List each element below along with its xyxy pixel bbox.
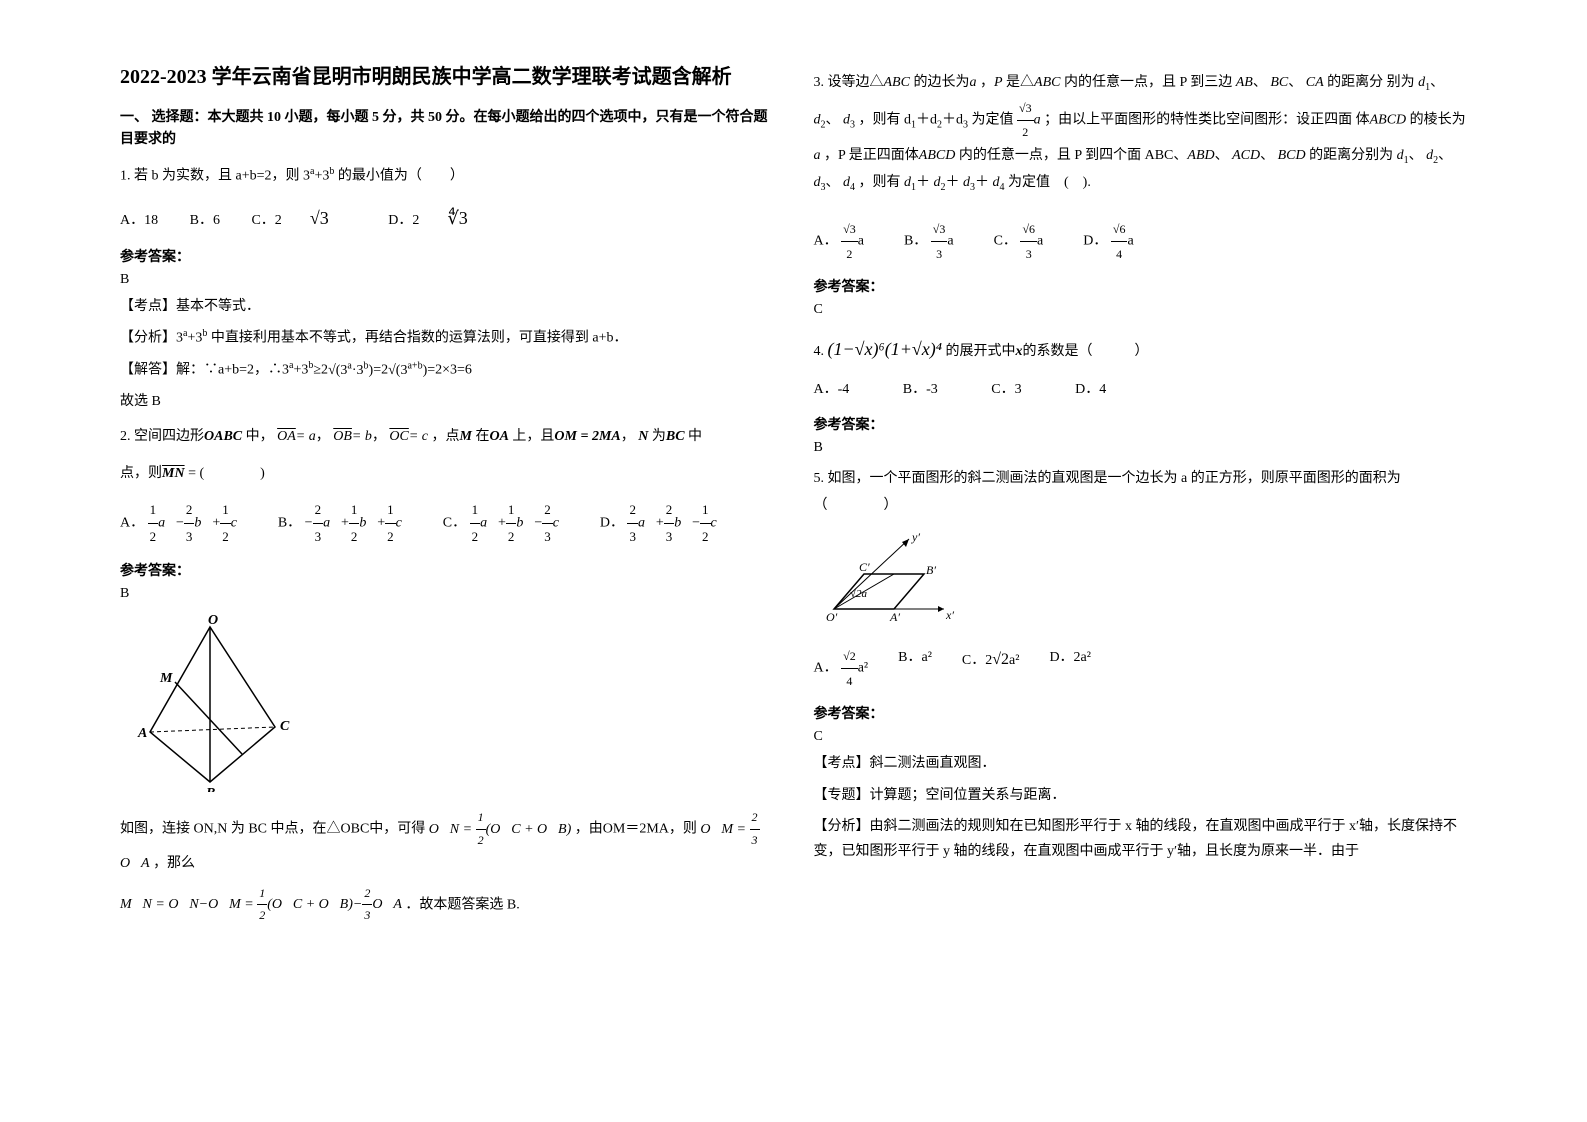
q5-options: A． √24a² B．a² C．2√2a² D．2a²: [814, 644, 1468, 693]
svg-text:√2a: √2a: [850, 588, 868, 600]
q2-proof-2: M⃗N = O⃗N−O⃗M = 12(O⃗C + O⃗B)−23O⃗A ．故本题…: [120, 883, 774, 927]
left-column: 2022-2023 学年云南省昆明市明朗民族中学高二数学理联考试题含解析 一、 …: [100, 60, 794, 1062]
q5-optC: C．2√2a²: [962, 644, 1020, 693]
q3-optC: C． √63a: [994, 217, 1044, 266]
q2-figure: O A B C M: [120, 612, 774, 797]
q2-optC: C． 12a⃗+12b⃗−23c⃗: [443, 497, 570, 550]
q5-figure: C′ B′ O′ A′ y′ x′ √2a: [814, 529, 1468, 634]
tetrahedron-svg: O A B C M: [120, 612, 300, 792]
q1-conclusion: 故选 B: [120, 389, 774, 414]
q5-answer: C: [814, 729, 1468, 745]
q2-answer-label: 参考答案：: [120, 560, 774, 580]
q5-optA: A． √24a²: [814, 644, 869, 693]
q1-answer: B: [120, 272, 774, 288]
svg-text:C′: C′: [859, 560, 870, 574]
svg-text:C: C: [280, 719, 290, 734]
q4-answer-label: 参考答案：: [814, 414, 1468, 434]
q5-analysis: 【分析】由斜二测画法的规则知在已知图形平行于 x 轴的线段，在直观图中画成平行于…: [814, 814, 1468, 864]
q2-proof: 如图，连接 ON,N 为 BC 中点，在△OBC中，可得 O⃗N = 12(O⃗…: [120, 807, 774, 876]
svg-text:O: O: [208, 613, 218, 628]
q1-point: 【考点】基本不等式．: [120, 294, 774, 319]
q1-optA: A．18: [120, 213, 158, 228]
q2-optB: B． −23a⃗+12b⃗+12c⃗: [278, 497, 413, 550]
svg-text:B′: B′: [926, 563, 936, 577]
question-1: 1. 若 b 为实数，且 a+b=2，则 3a+3b 的最小值为（ ）: [120, 162, 774, 190]
q2-options: A． 12a⃗−23b⃗+12c⃗ B． −23a⃗+12b⃗+12c⃗ C． …: [120, 497, 774, 550]
svg-text:M: M: [159, 671, 173, 686]
q4-optD: D．4: [1075, 382, 1106, 397]
q2-answer: B: [120, 586, 774, 602]
q3-optA: A． √32a: [814, 217, 864, 266]
q1-answer-label: 参考答案：: [120, 246, 774, 266]
q1-optB: B．6: [190, 213, 220, 228]
q3-answer: C: [814, 302, 1468, 318]
question-4: 4. (1−√x)⁶(1+√x)⁴ 的展开式中x的系数是（ ）: [814, 332, 1468, 366]
q3-optD: D． √64a: [1083, 217, 1133, 266]
q4-optA: A．-4: [814, 382, 850, 397]
q1-optD: D．2∜3: [388, 213, 496, 228]
q5-point: 【考点】斜二测法画直观图．: [814, 751, 1468, 776]
q3-options: A． √32a B． √33a C． √63a D． √64a: [814, 217, 1468, 266]
svg-text:B: B: [205, 786, 215, 792]
question-2-cont: 点，则MN = ( ): [120, 461, 774, 488]
q4-answer: B: [814, 440, 1468, 456]
q1-text-post: 的最小值为（ ）: [334, 168, 464, 183]
q1-solve: 【解答】解：∵a+b=2，∴3a+3b≥2√(3a·3b)=2√(3a+b)=2…: [120, 357, 774, 383]
question-2: 2. 空间四边形OABC 中， OA= a， OB= b， OC= c ，点M …: [120, 424, 774, 451]
q1-text-pre: 1. 若 b 为实数，且 a+b=2，则 3: [120, 168, 310, 183]
q4-options: A．-4 B．-3 C．3 D．4: [814, 376, 1468, 404]
q5-topic: 【专题】计算题；空间位置关系与距离．: [814, 783, 1468, 808]
q1-text-mid: +3: [314, 168, 329, 183]
oblique-square-svg: C′ B′ O′ A′ y′ x′ √2a: [814, 529, 964, 629]
q3-optB: B． √33a: [904, 217, 954, 266]
svg-text:x′: x′: [945, 608, 954, 622]
q2-optA: A． 12a⃗−23b⃗+12c⃗: [120, 497, 248, 550]
q1-options: A．18 B．6 C．2√3 D．2∜3: [120, 200, 774, 236]
q5-optB: B．a²: [898, 644, 932, 693]
svg-text:A′: A′: [889, 610, 900, 624]
q2-optD: D． 23a⃗+23b⃗−12c⃗: [600, 497, 728, 550]
q4-optB: B．-3: [903, 382, 938, 397]
q4-optC: C．3: [991, 382, 1021, 397]
q1-analysis: 【分析】3a+3b 中直接利用基本不等式，再结合指数的运算法则，可直接得到 a+…: [120, 325, 774, 351]
right-column: 3. 设等边△ABC 的边长为a ，P 是△ABC 内的任意一点，且 P 到三边…: [794, 60, 1488, 1062]
section-1-header: 一、 选择题：本大题共 10 小题，每小题 5 分，共 50 分。在每小题给出的…: [120, 107, 774, 152]
q3-answer-label: 参考答案：: [814, 276, 1468, 296]
page-title: 2022-2023 学年云南省昆明市明朗民族中学高二数学理联考试题含解析: [120, 60, 774, 89]
q5-answer-label: 参考答案：: [814, 703, 1468, 723]
q1-optC: C．2√3: [251, 213, 356, 228]
q5-optD: D．2a²: [1049, 644, 1091, 693]
svg-text:A: A: [137, 726, 147, 741]
svg-text:O′: O′: [826, 610, 838, 624]
question-5: 5. 如图，一个平面图形的斜二测画法的直观图是一个边长为 a 的正方形，则原平面…: [814, 466, 1468, 519]
question-3: 3. 设等边△ABC 的边长为a ，P 是△ABC 内的任意一点，且 P 到三边…: [814, 70, 1468, 197]
svg-text:y′: y′: [911, 530, 920, 544]
